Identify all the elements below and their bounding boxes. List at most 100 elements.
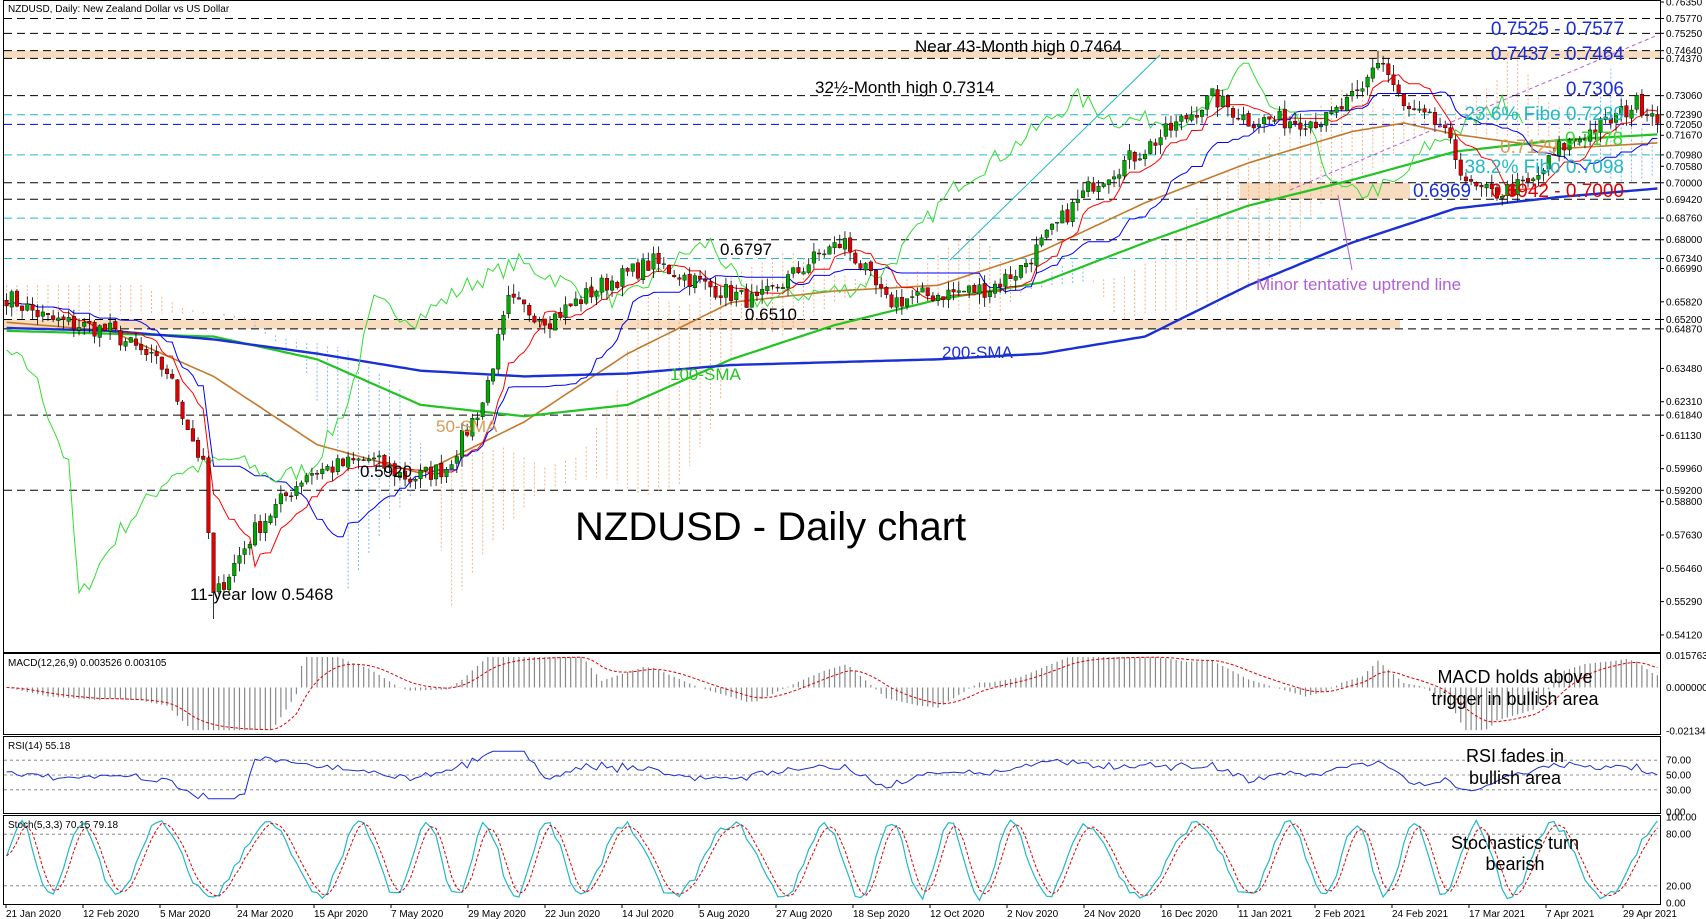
y-tick-label-15: 0.67340 — [1666, 254, 1703, 265]
y-tick-label-25: 0.59200 — [1666, 486, 1703, 497]
y-tick-label-11: 0.70000 — [1666, 178, 1703, 189]
candle-body-40 — [211, 532, 216, 593]
candle-body-124 — [646, 260, 651, 271]
candle-body-310 — [1608, 117, 1613, 124]
candle-body-16 — [87, 321, 92, 324]
candle-body-164 — [853, 252, 858, 264]
candle-body-77 — [403, 470, 408, 480]
candle-body-316 — [1639, 94, 1644, 116]
candle-body-285 — [1479, 184, 1484, 188]
indicator-lines-layer — [6, 62, 1658, 595]
zones-layer — [4, 50, 1660, 329]
candle-body-29 — [154, 351, 159, 357]
candle-body-196 — [1018, 265, 1023, 278]
candle-body-139 — [723, 284, 728, 298]
y-tick-label-4: 0.74370 — [1666, 54, 1703, 65]
trendline-pointer — [1337, 194, 1353, 271]
candle-body-17 — [92, 321, 97, 337]
candle-body-249 — [1293, 120, 1298, 124]
candle-body-214 — [1112, 176, 1117, 180]
candle-body-269 — [1396, 84, 1401, 94]
y-tick-label-26: 0.58800 — [1666, 497, 1703, 508]
y-tick-label-10: 0.70580 — [1666, 162, 1703, 173]
candle-body-212 — [1101, 183, 1106, 187]
candle-body-250 — [1298, 122, 1303, 130]
candle-body-197 — [1024, 263, 1029, 268]
candle-body-216 — [1122, 160, 1127, 177]
candle-body-162 — [842, 238, 847, 250]
candle-body-110 — [573, 298, 578, 306]
candle-body-210 — [1091, 182, 1096, 192]
candle-body-38 — [201, 455, 206, 460]
sma-line-50-sma — [6, 122, 1658, 475]
x-tick-label-2: 5 Mar 2020 — [160, 909, 211, 919]
candle-body-117 — [610, 280, 615, 291]
candle-body-7 — [40, 311, 45, 317]
candle-body-241 — [1251, 124, 1256, 129]
x-tick-label-10: 27 Aug 2020 — [776, 909, 833, 919]
candle-body-280 — [1453, 139, 1458, 161]
x-tick-label-18: 24 Feb 2021 — [1392, 909, 1449, 919]
candle-body-103 — [537, 319, 542, 322]
y-tick-label-29: 0.55290 — [1666, 597, 1703, 608]
candle-body-201 — [1044, 229, 1049, 238]
candle-body-15 — [82, 322, 87, 327]
rsi-panel-frame — [3, 736, 1661, 814]
candle-body-39 — [206, 457, 211, 533]
sub-y-tick-2-2: 30.00 — [1666, 785, 1691, 796]
y-tick-label-0: 0.76350 — [1666, 0, 1703, 9]
candle-body-24 — [128, 337, 133, 343]
candle-body-193 — [1003, 273, 1008, 287]
candle-body-318 — [1650, 113, 1655, 117]
candle-body-52 — [273, 504, 278, 518]
candle-body-156 — [811, 251, 816, 264]
x-tick-label-4: 15 Apr 2020 — [314, 909, 368, 919]
macd-title: MACD(12,26,9) 0.003526 0.003105 — [8, 658, 167, 669]
candle-body-282 — [1463, 176, 1468, 182]
candle-body-76 — [397, 472, 402, 478]
sub-y-tick-3-0: 100.00 — [1666, 813, 1697, 824]
candle-body-238 — [1236, 117, 1241, 120]
candle-body-150 — [780, 287, 785, 289]
candle-body-129 — [672, 274, 677, 277]
candle-body-281 — [1458, 159, 1463, 176]
candle-body-18 — [97, 325, 102, 338]
candle-body-169 — [879, 284, 884, 289]
candle-body-83 — [434, 464, 439, 480]
candle-body-86 — [449, 464, 454, 470]
candle-body-154 — [801, 271, 806, 275]
candle-body-109 — [568, 303, 573, 307]
candle-body-25 — [133, 338, 138, 346]
candle-body-291 — [1510, 183, 1515, 197]
candle-body-236 — [1225, 96, 1230, 108]
candle-body-177 — [920, 287, 925, 293]
tenkan-line — [6, 74, 1658, 569]
candle-body-140 — [729, 285, 734, 301]
candle-body-304 — [1577, 138, 1582, 143]
candle-body-107 — [558, 312, 563, 318]
candle-body-152 — [791, 267, 796, 274]
candle-body-303 — [1572, 138, 1577, 142]
x-tick-label-16: 11 Jan 2021 — [1238, 909, 1293, 919]
candle-body-128 — [666, 265, 671, 274]
candle-body-305 — [1582, 138, 1587, 141]
x-tick-label-5: 7 May 2020 — [391, 909, 444, 919]
macd-note-line2: trigger in bullish area — [1431, 689, 1599, 709]
candle-body-50 — [263, 521, 268, 533]
candle-body-287 — [1489, 183, 1494, 190]
candle-body-125 — [651, 253, 656, 270]
sma-line-200-sma — [6, 187, 1658, 378]
candle-body-1 — [9, 291, 14, 308]
candle-body-167 — [868, 261, 873, 272]
candle-body-41 — [216, 583, 221, 593]
candle-body-37 — [196, 440, 201, 458]
sma200-label: 200-SMA — [942, 343, 1014, 362]
candle-body-144 — [749, 293, 754, 308]
candle-body-243 — [1262, 117, 1267, 124]
y-tick-label-19: 0.64870 — [1666, 324, 1703, 335]
candle-body-136 — [708, 281, 713, 288]
candle-body-96 — [501, 314, 506, 335]
candle-body-63 — [330, 466, 335, 473]
candle-body-69 — [361, 459, 366, 461]
candle-body-301 — [1562, 143, 1567, 151]
